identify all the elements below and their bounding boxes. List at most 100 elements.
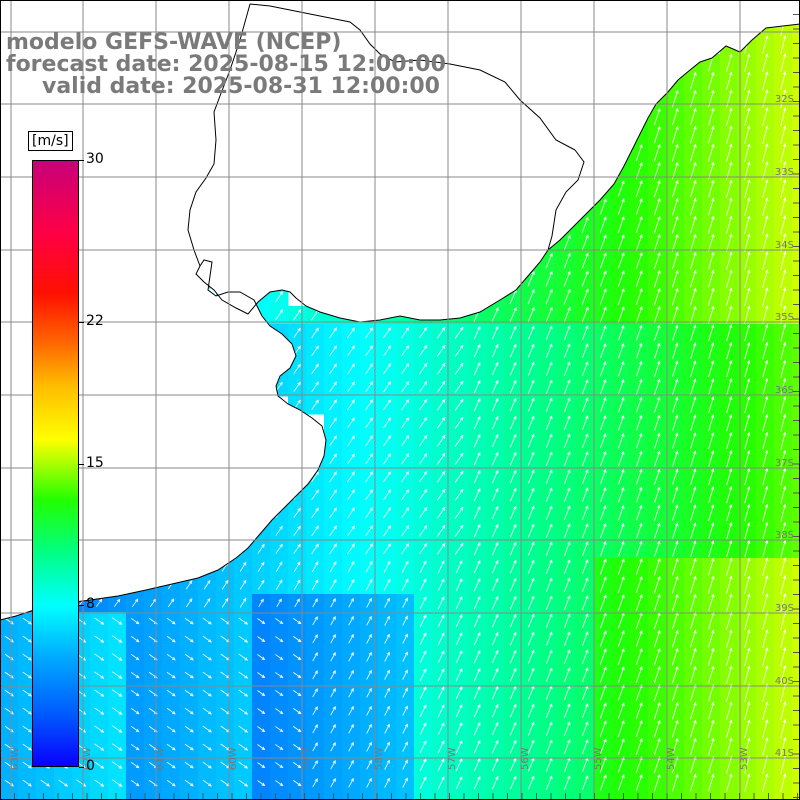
wind-arrow	[581, 523, 589, 539]
wind-arrow	[401, 327, 410, 339]
wind-arrow	[744, 269, 751, 288]
wind-arrow	[654, 360, 661, 377]
wind-arrow	[22, 707, 32, 715]
wind-arrow	[653, 774, 661, 792]
wind-arrow	[708, 468, 715, 486]
wind-arrow	[22, 779, 32, 787]
wind-arrow	[780, 665, 787, 685]
wind-arrow	[330, 652, 336, 662]
wind-arrow	[671, 593, 679, 612]
wind-arrow	[744, 449, 751, 468]
wind-arrow	[780, 701, 787, 721]
wind-arrow	[726, 269, 733, 288]
wind-arrow	[330, 778, 336, 788]
wind-arrow	[527, 306, 535, 323]
wind-arrow	[545, 397, 553, 412]
wind-arrow	[348, 669, 354, 680]
wind-arrow	[545, 667, 553, 682]
wind-arrow	[599, 774, 607, 791]
wind-speed-cell	[792, 612, 800, 631]
wind-arrow	[690, 287, 697, 306]
wind-arrow	[437, 668, 445, 682]
wind-arrow	[672, 360, 679, 377]
wind-arrow	[636, 414, 643, 431]
latitude-label: 36S	[775, 385, 794, 396]
wind-arrow	[744, 395, 751, 414]
wind-arrow	[402, 669, 408, 680]
wind-arrow	[238, 671, 249, 679]
wind-speed-cell	[198, 792, 217, 800]
wind-speed-cell	[180, 792, 199, 800]
latitude-label: 39S	[775, 603, 794, 614]
wind-arrow	[329, 417, 337, 429]
wind-arrow	[94, 707, 105, 715]
wind-arrow	[671, 125, 679, 144]
wind-arrow	[275, 525, 283, 536]
wind-arrow	[690, 396, 697, 413]
wind-arrow	[112, 725, 123, 733]
wind-arrow	[744, 53, 751, 72]
wind-arrow	[726, 737, 733, 756]
wind-arrow	[365, 435, 374, 447]
wind-arrow	[653, 720, 661, 738]
wind-arrow	[780, 737, 787, 757]
wind-arrow	[780, 629, 787, 649]
wind-arrow	[617, 702, 625, 720]
wind-arrow	[726, 342, 733, 360]
wind-arrow	[365, 471, 374, 483]
wind-arrow	[437, 632, 445, 646]
wind-arrow	[130, 671, 140, 679]
wind-arrow	[455, 740, 463, 754]
wind-arrow	[366, 615, 372, 626]
wind-arrow	[238, 689, 249, 697]
wind-arrow	[581, 631, 589, 647]
wind-arrow	[744, 323, 751, 342]
wind-arrow	[599, 702, 607, 719]
wind-arrow	[636, 360, 643, 377]
wind-arrow	[653, 594, 661, 612]
wind-arrow	[690, 305, 697, 324]
wind-arrow	[635, 594, 643, 612]
wind-arrow	[491, 775, 499, 790]
wind-arrow	[329, 453, 337, 465]
wind-arrow	[762, 485, 769, 504]
wind-arrow	[329, 489, 337, 501]
wind-arrow	[347, 578, 355, 591]
wind-speed-cell	[90, 792, 109, 800]
wind-arrow	[347, 471, 355, 483]
wind-arrow	[491, 415, 499, 430]
wind-arrow	[563, 288, 571, 305]
wind-arrow	[436, 452, 446, 465]
wind-arrow	[293, 543, 301, 554]
wind-arrow	[509, 379, 517, 394]
wind-arrow	[762, 665, 769, 685]
wind-arrow	[527, 415, 535, 430]
wind-arrow	[708, 197, 715, 216]
wind-arrow	[635, 162, 643, 180]
wind-arrow	[744, 485, 751, 504]
wind-arrow	[726, 125, 733, 144]
wind-arrow	[509, 487, 517, 502]
wind-arrow	[744, 503, 751, 522]
wind-arrow	[744, 467, 751, 486]
colorbar-tick-label: 30	[86, 151, 104, 167]
wind-arrow	[473, 722, 481, 736]
wind-arrow	[762, 71, 769, 91]
wind-arrow	[744, 359, 751, 378]
wind-arrow	[690, 665, 697, 684]
wind-speed-cell	[792, 270, 800, 289]
latitude-label: 35S	[775, 312, 794, 323]
wind-arrow	[527, 343, 535, 358]
wind-arrow	[545, 721, 553, 736]
wind-arrow	[293, 309, 302, 321]
wind-arrow	[726, 504, 733, 522]
wind-arrow	[348, 777, 354, 788]
wind-arrow	[473, 560, 481, 574]
wind-arrow	[617, 180, 625, 198]
wind-arrow	[708, 522, 715, 540]
wind-arrow	[581, 397, 589, 413]
wind-arrow	[491, 613, 499, 628]
wind-arrow	[112, 689, 123, 697]
wind-arrow	[455, 560, 463, 574]
wind-arrow	[419, 632, 427, 645]
